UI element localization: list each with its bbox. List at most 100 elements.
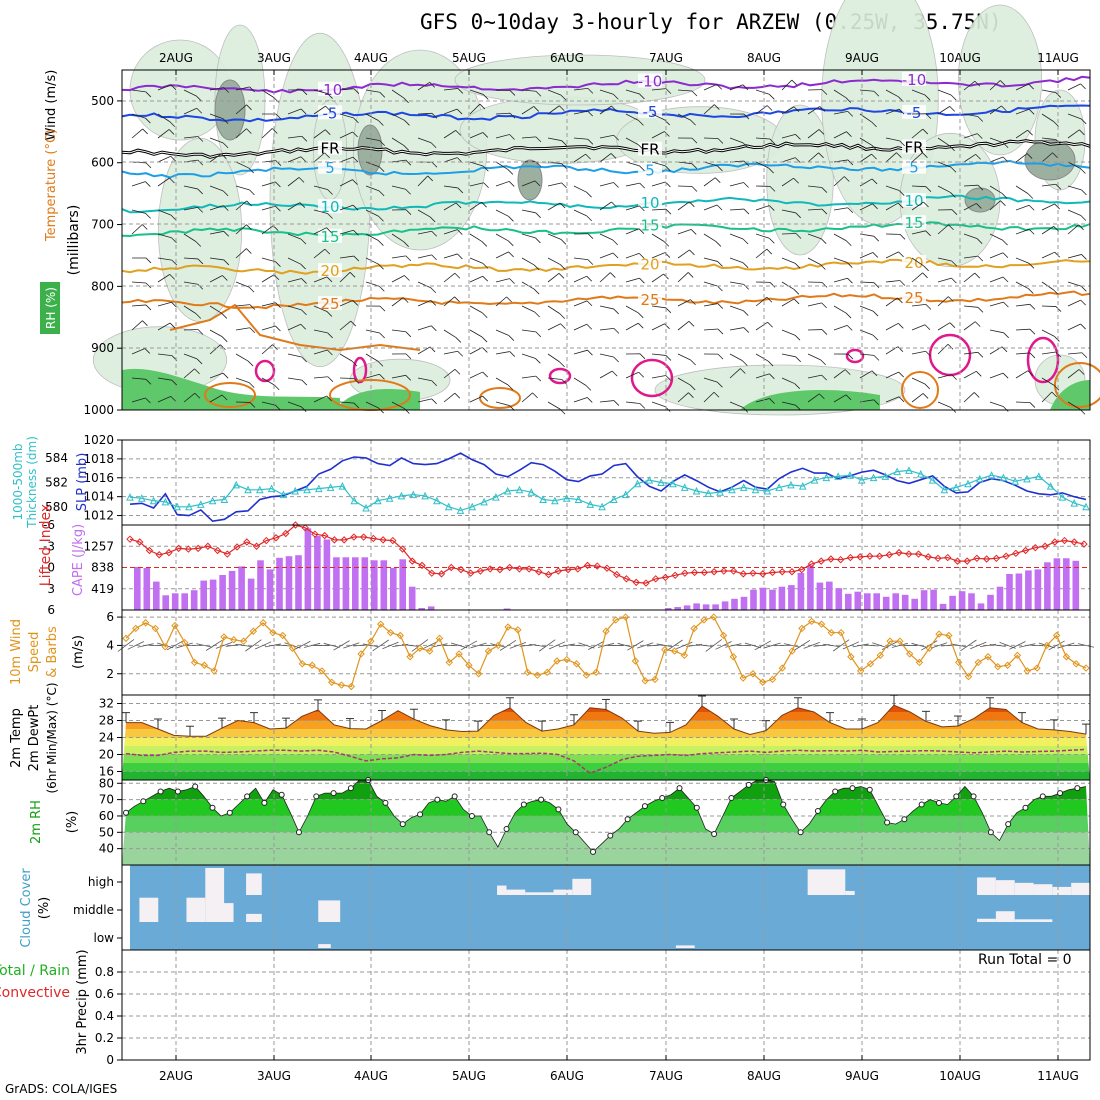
wind-barb-flag: [169, 322, 176, 329]
wind-barb-flag: [326, 395, 332, 402]
wind-barb-flag: [820, 264, 826, 270]
wind-barb-flag: [352, 131, 358, 138]
wind10-marker: [328, 678, 336, 686]
wind-barb: [1015, 352, 1036, 359]
wind-barb-shaft: [391, 185, 406, 190]
wind-barb-flag: [638, 120, 644, 126]
wind-barb-flag: [507, 384, 514, 391]
upper-y-tick-label: 700: [91, 218, 114, 232]
li-marker: [934, 554, 942, 562]
wind-barb-flag: [1079, 129, 1085, 136]
wind10-marker: [670, 647, 679, 655]
wind-barb-flag: [613, 400, 620, 406]
wind10-marker: [161, 643, 169, 651]
li-marker: [447, 563, 455, 572]
wind10-marker: [739, 674, 747, 682]
wind-barb: [157, 155, 177, 163]
wind-barb-flag: [951, 209, 958, 215]
wind-barb-shaft: [911, 152, 923, 163]
wind-barb-shaft: [989, 200, 1001, 211]
wind10-barb: [744, 642, 762, 649]
wind10-barb: [950, 643, 967, 648]
wind-barb: [183, 305, 202, 319]
wind-barb-flag: [1001, 346, 1008, 353]
wind-barb-shaft: [755, 89, 770, 95]
wind-barb: [313, 276, 333, 283]
wind-barb: [417, 281, 437, 294]
rh-marker: [192, 783, 199, 790]
wind-barb-shaft: [1015, 83, 1029, 91]
wind-barb: [443, 350, 464, 357]
wind-barb: [287, 257, 306, 270]
wind-barb-flag: [508, 216, 514, 222]
temp-band: [122, 712, 1090, 721]
wind-barb-shaft: [209, 305, 223, 314]
wind-barb-shaft: [547, 89, 562, 96]
wind-barb: [495, 377, 514, 391]
wind-barb-flag: [1080, 83, 1086, 90]
wind-barb: [131, 281, 152, 289]
rh-marker: [451, 793, 458, 800]
precip-frame: [121, 949, 1091, 1061]
day-label-bottom: 2AUG: [159, 1069, 193, 1083]
wind-barb-shaft: [365, 137, 380, 142]
wind-barb: [729, 233, 749, 245]
wind-barb-flag: [220, 344, 226, 351]
wind-barb-flag: [378, 240, 384, 246]
thickness-line: [129, 469, 1087, 512]
legend-wind10b: Speed: [27, 632, 42, 673]
rh-marker: [641, 803, 648, 810]
dewpoint-line: [125, 748, 1087, 775]
wind10-marker: [1003, 661, 1012, 669]
rh-shade: [454, 54, 706, 106]
wind-barb: [703, 204, 723, 211]
wind-barb-flag: [691, 137, 698, 144]
legend-temp2m: 2m Temp: [9, 708, 24, 768]
cape-bar: [134, 566, 141, 610]
wind-barb-shaft: [651, 181, 666, 187]
cape-bar: [153, 581, 160, 610]
wind-barb-flag: [742, 310, 749, 316]
wind-barb: [417, 175, 434, 187]
wind-barb-shaft: [417, 137, 432, 144]
wind-barb: [235, 200, 252, 211]
wind10-marker: [710, 613, 718, 621]
wind-barb: [859, 370, 878, 379]
wind-barb: [547, 323, 566, 331]
li-marker: [564, 565, 572, 574]
wind-barb-flag: [690, 119, 696, 126]
wind-barb: [235, 248, 252, 259]
wind-barb-shaft: [677, 377, 691, 386]
wind-barb-shaft: [599, 252, 614, 259]
wind-barb-shaft: [235, 161, 249, 169]
li-marker: [885, 551, 894, 559]
temp-y-tick-label: 16: [99, 765, 114, 779]
thickness-marker: [952, 483, 960, 491]
wind-barb-shaft: [677, 320, 690, 331]
wind-barb: [1015, 204, 1035, 211]
cape-bar: [200, 580, 207, 610]
wind-barb: [807, 233, 827, 245]
wind-barb: [417, 398, 437, 405]
wind-barb-shaft: [573, 209, 587, 217]
wind-barb-flag: [924, 94, 931, 101]
cape-bar: [664, 608, 672, 610]
cape-bar: [247, 578, 255, 610]
wind-barb-flag: [639, 93, 645, 100]
wind-barb-flag: [169, 177, 175, 184]
wind-barb-flag: [925, 304, 932, 310]
thickness-marker: [539, 495, 547, 503]
wind-barb-flag: [846, 325, 853, 331]
wind-barb-shaft: [963, 203, 977, 211]
wind10-marker: [964, 672, 973, 681]
wind-barb: [339, 320, 357, 331]
wind-barb: [937, 343, 954, 355]
wind-barb-flag: [248, 286, 255, 293]
wind-barb: [365, 401, 384, 414]
wind-barb-flag: [300, 238, 307, 245]
wind-barb-flag: [974, 321, 981, 327]
wind-barb-flag: [379, 140, 386, 146]
wind-barb: [521, 209, 541, 219]
thickness-marker: [1058, 492, 1067, 501]
